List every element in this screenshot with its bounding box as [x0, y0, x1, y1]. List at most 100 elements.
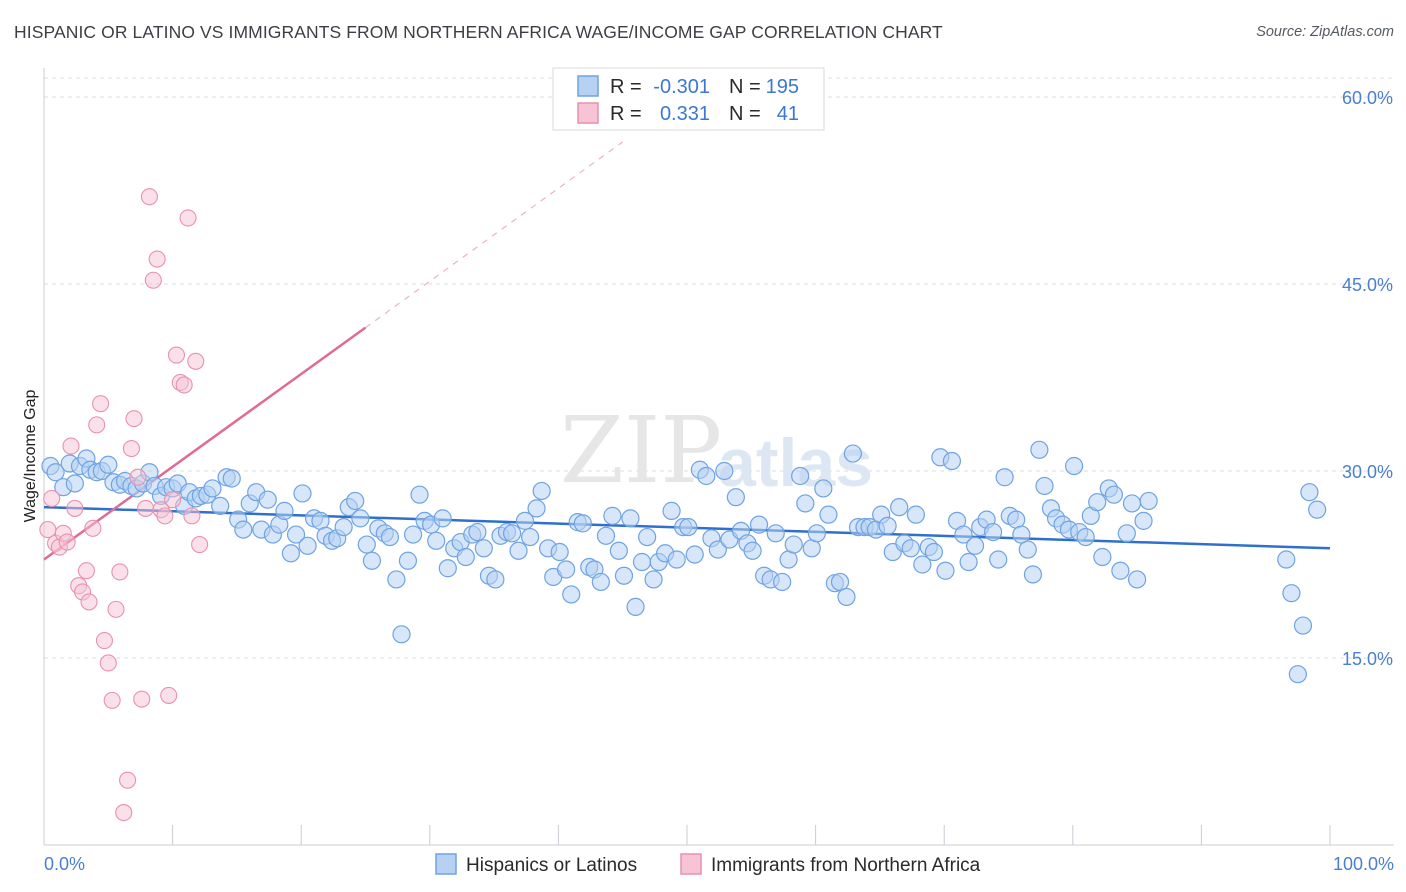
- bottom-legend-swatch-blue: [435, 853, 457, 875]
- point-northern-africa-24: [129, 468, 147, 486]
- point-hispanics-133: [819, 505, 838, 524]
- point-northern-africa-16: [99, 654, 117, 672]
- point-hispanics-114: [708, 540, 727, 559]
- watermark-atlas: atlas: [718, 425, 873, 501]
- point-northern-africa-38: [183, 507, 201, 525]
- point-hispanics-83: [527, 499, 546, 518]
- x-tick-label-min: 0.0%: [44, 854, 85, 874]
- point-hispanics-55: [362, 551, 382, 570]
- point-northern-africa-34: [167, 346, 186, 364]
- point-hispanics-60: [392, 625, 411, 644]
- point-northern-africa-11: [80, 593, 98, 611]
- point-hispanics-169: [1030, 440, 1049, 459]
- point-northern-africa-25: [133, 690, 151, 708]
- point-northern-africa-15: [95, 631, 113, 650]
- legend-r-label-2: R =: [610, 103, 642, 125]
- point-hispanics-168: [1023, 565, 1043, 584]
- point-northern-africa-20: [115, 804, 133, 822]
- legend-n-value-1: 195: [766, 76, 799, 98]
- point-northern-africa-29: [148, 250, 166, 268]
- point-hispanics-186: [1127, 570, 1147, 589]
- point-hispanics-184: [1117, 524, 1136, 543]
- y-tick-label-1: 30.0%: [1342, 462, 1393, 482]
- point-hispanics-162: [989, 550, 1008, 569]
- point-hispanics-76: [486, 570, 505, 589]
- point-hispanics-81: [515, 511, 535, 530]
- point-hispanics-117: [726, 488, 745, 507]
- legend-swatch-blue: [577, 75, 599, 97]
- point-hispanics-157: [959, 552, 978, 572]
- point-northern-africa-39: [187, 352, 205, 370]
- point-hispanics-107: [667, 550, 686, 569]
- trend-line-northern-africa-extension: [365, 141, 624, 329]
- point-hispanics-41: [281, 544, 301, 563]
- point-hispanics-136: [837, 587, 856, 607]
- point-northern-africa-32: [160, 686, 178, 704]
- point-hispanics-82: [521, 527, 540, 547]
- point-hispanics-185: [1122, 494, 1142, 513]
- point-hispanics-87: [550, 542, 569, 562]
- y-tick-label-3: 60.0%: [1342, 88, 1393, 108]
- point-hispanics-10: [99, 455, 118, 474]
- point-hispanics-156: [954, 525, 973, 544]
- point-hispanics-71: [456, 547, 475, 567]
- legend-n-value-2: 41: [777, 103, 799, 125]
- point-hispanics-67: [433, 509, 452, 528]
- correlation-legend: R = -0.301 N = 195 R = 0.331 N = 41: [552, 67, 825, 131]
- point-hispanics-149: [913, 555, 932, 574]
- point-hispanics-135: [830, 572, 850, 592]
- point-hispanics-189: [1277, 550, 1296, 569]
- point-northern-africa-7: [66, 499, 84, 517]
- point-hispanics-61: [398, 551, 418, 570]
- point-hispanics-52: [346, 491, 365, 511]
- point-hispanics-31: [222, 469, 241, 488]
- point-hispanics-188: [1139, 491, 1158, 511]
- point-hispanics-145: [890, 498, 909, 517]
- point-northern-africa-17: [103, 691, 121, 709]
- point-hispanics-147: [901, 539, 920, 558]
- point-hispanics-4: [65, 474, 84, 493]
- point-northern-africa-23: [125, 410, 143, 428]
- point-hispanics-96: [603, 506, 622, 525]
- point-hispanics-190: [1282, 584, 1301, 603]
- point-hispanics-100: [626, 597, 645, 616]
- point-hispanics-115: [715, 461, 734, 481]
- legend-r-value-1: -0.301: [653, 76, 710, 98]
- point-hispanics-191: [1288, 665, 1307, 684]
- point-hispanics-29: [211, 496, 230, 516]
- point-hispanics-131: [807, 524, 826, 543]
- point-hispanics-110: [685, 545, 704, 564]
- point-hispanics-158: [965, 536, 985, 555]
- point-hispanics-167: [1018, 540, 1037, 559]
- point-hispanics-148: [906, 505, 926, 524]
- point-hispanics-79: [503, 524, 522, 543]
- chart-title: HISPANIC OR LATINO VS IMMIGRANTS FROM NO…: [14, 22, 943, 42]
- point-hispanics-73: [468, 522, 487, 542]
- legend-r-value-2: 0.331: [660, 103, 710, 125]
- point-hispanics-89: [562, 585, 581, 604]
- point-hispanics-112: [697, 466, 716, 486]
- point-hispanics-97: [609, 541, 628, 560]
- point-hispanics-127: [784, 535, 803, 554]
- axes: [43, 68, 1394, 846]
- point-northern-africa-27: [140, 188, 159, 206]
- y-tick-labels: 15.0% 30.0% 45.0% 60.0%: [1342, 88, 1393, 669]
- point-hispanics-129: [796, 494, 815, 513]
- point-hispanics-137: [843, 444, 862, 463]
- point-hispanics-161: [983, 522, 1003, 542]
- legend-n-label-1: N =: [729, 76, 761, 98]
- point-northern-africa-33: [164, 491, 182, 509]
- point-hispanics-94: [591, 572, 610, 592]
- point-hispanics-170: [1035, 476, 1054, 496]
- point-hispanics-99: [621, 509, 640, 528]
- point-hispanics-182: [1104, 485, 1124, 504]
- point-hispanics-84: [532, 481, 551, 501]
- x-tick-label-max: 100.0%: [1333, 854, 1394, 874]
- point-hispanics-54: [357, 535, 376, 554]
- point-northern-africa-13: [88, 416, 106, 434]
- watermark-zip: ZIP: [560, 397, 722, 504]
- point-hispanics-109: [679, 517, 698, 537]
- point-hispanics-63: [410, 485, 429, 504]
- trend-line-northern-africa: [43, 326, 367, 561]
